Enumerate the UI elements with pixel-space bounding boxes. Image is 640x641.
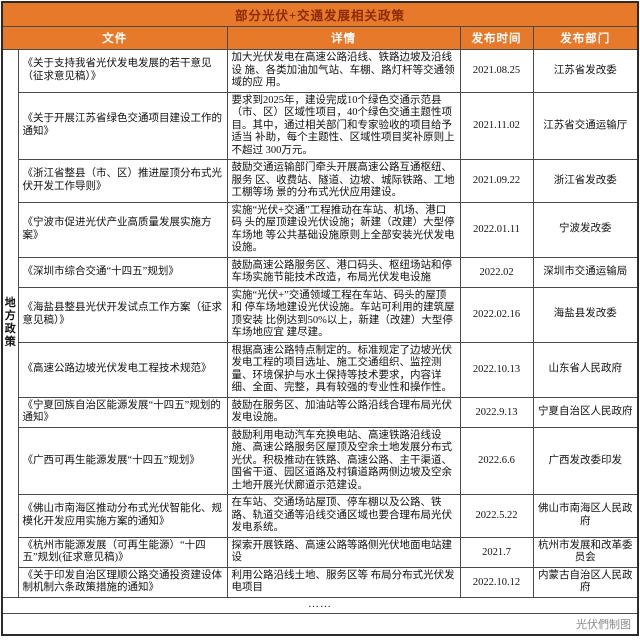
dept-cell: 杭州市发展和改革委员会 <box>532 536 639 568</box>
dept-cell: 宁波发改委 <box>532 201 639 258</box>
file-cell: 《杭州市能源发展（可再生能源）“十四五”规划(征求意见稿)》 <box>17 536 228 568</box>
detail-cell: 在车站、交通场站屋顶、停车棚以及公路、铁路、轨道交通等沿线交通区域也要合理布局光… <box>226 494 461 538</box>
column-header-file: 文件 <box>1 26 228 50</box>
dept-cell: 江苏省交通运输厅 <box>532 91 639 160</box>
file-cell: 《宁波市促进光伏产业高质量发展实施方案》 <box>17 201 228 258</box>
detail-cell: 鼓励在服务区、加油站等公路沿线合理布局光伏发电设施。 <box>226 396 461 428</box>
date-cell: 2022.02.16 <box>459 286 534 343</box>
file-cell: 《高速公路边坡光伏发电工程技术规范》 <box>17 341 228 398</box>
table-row: 《广西可再生能源发展“十四五”规划》 鼓励利用电动汽车充换电站、高速铁路沿线设施、… <box>2 426 639 495</box>
table-row: 《关于印发自治区理顺公路交通投资建设体制机制六条政策措施的通知》 利用公路沿线土地… <box>2 566 639 598</box>
date-cell: 2022.10.12 <box>459 566 534 598</box>
dept-cell: 海盐县发改委 <box>532 286 639 343</box>
file-cell: 《关于支持我省光伏发电发展的若干意见（征求意见稿）》 <box>17 49 228 93</box>
file-cell: 《深圳市综合交通“十四五”规划》 <box>17 256 228 288</box>
ellipsis-row: …… <box>1 596 639 614</box>
detail-cell: 鼓励交通运输部门牵头开展高速公路互通枢纽、服务 区、收费站、隧道、边坡、城际铁路… <box>226 159 461 203</box>
file-cell: 《浙江省整县（市、区）推进屋顶分布式光伏开发工作导则》 <box>17 159 228 203</box>
table-row: 《宁波市促进光伏产业高质量发展实施方案》 实施“光伏+交通”工程推动在车站、机场、… <box>2 201 639 258</box>
dept-cell: 山东省人民政府 <box>532 341 639 398</box>
credit-text: 光伏們制图 <box>1 612 639 636</box>
dept-cell: 佛山市南海区人民政府 <box>532 494 639 538</box>
file-cell: 《佛山市南海区推动分布式光伏智能化、规模化开发应用实施方案的通知》 <box>17 494 228 538</box>
date-cell: 2022.02 <box>459 256 534 288</box>
table-row: 《关于开展江苏省绿色交通项目建设工作的通知》 要求到2025年，建设完成10个绿色… <box>2 91 639 160</box>
date-cell: 2021.08.25 <box>459 49 534 93</box>
detail-cell: 利用公路沿线土地、服务区等 布局分布式光伏发电项目 <box>226 566 461 598</box>
dept-cell: 浙江省发改委 <box>532 159 639 203</box>
date-cell: 2022.6.6 <box>459 426 534 495</box>
dept-cell: 广西发改委印发 <box>532 426 639 495</box>
table-row: 《佛山市南海区推动分布式光伏智能化、规模化开发应用实施方案的通知》 在车站、交通场… <box>2 494 639 538</box>
file-cell: 《关于印发自治区理顺公路交通投资建设体制机制六条政策措施的通知》 <box>17 566 228 598</box>
table-row: 《杭州市能源发展（可再生能源）“十四五”规划(征求意见稿)》 探索开展铁路、高速公… <box>2 536 639 568</box>
date-cell: 2021.11.02 <box>459 91 534 160</box>
dept-cell: 内蒙古自治区人民政府 <box>532 566 639 598</box>
file-cell: 《海盐县整县光伏开发试点工作方案（征求意见稿）》 <box>17 286 228 343</box>
column-header-detail: 详情 <box>226 26 461 50</box>
detail-cell: 鼓励高速公路服务区、港口码头、枢纽场站和停车场实施节能技术改造，布局光伏发电设施 <box>226 256 461 288</box>
detail-cell: 根据高速公路特点制定的。标准规定了边坡光伏发电工程的项目选址、施工交通组织、监控… <box>226 341 461 398</box>
column-header-date: 发布时间 <box>459 26 534 50</box>
table-title: 部分光伏+交通发展相关政策 <box>1 1 639 27</box>
date-cell: 2022.5.22 <box>459 494 534 538</box>
title-row: 部分光伏+交通发展相关政策 <box>1 1 639 27</box>
detail-cell: 鼓励利用电动汽车充换电站、高速铁路沿线设施、高速公路服务区屋顶及空余土地发展分布… <box>226 426 461 495</box>
credit-row: 光伏們制图 <box>1 612 639 636</box>
table-row: 《浙江省整县（市、区）推进屋顶分布式光伏开发工作导则》 鼓励交通运输部门牵头开展高… <box>2 159 639 203</box>
policy-rows: 地方政策 《关于支持我省光伏发电发展的若干意见（征求意见稿）》 加大光伏发电在高速公… <box>1 49 639 598</box>
column-header-row: 文件 详情 发布时间 发布部门 <box>1 26 639 50</box>
table-row: 《高速公路边坡光伏发电工程技术规范》 根据高速公路特点制定的。标准规定了边坡光伏发… <box>2 341 639 398</box>
detail-cell: 加大光伏发电在高速公路沿线、铁路边坡及沿线设 施、各类加油加气站、车棚、路灯杆等… <box>226 49 461 93</box>
date-cell: 2022.9.13 <box>459 396 534 428</box>
date-cell: 2021.7 <box>459 536 534 568</box>
table-row: 《海盐县整县光伏开发试点工作方案（征求意见稿）》 实施“光伏+”交通领域工程在车站… <box>2 286 639 343</box>
dept-cell: 江苏省发改委 <box>532 49 639 93</box>
ellipsis-text: …… <box>1 596 639 614</box>
table-row: 地方政策 《关于支持我省光伏发电发展的若干意见（征求意见稿）》 加大光伏发电在高速公… <box>1 49 639 598</box>
date-cell: 2022.10.13 <box>459 341 534 398</box>
date-cell: 2021.09.22 <box>459 159 534 203</box>
file-cell: 《广西可再生能源发展“十四五”规划》 <box>17 426 228 495</box>
detail-cell: 实施“光伏+交通”工程推动在车站、机场、港口码 头的屋顶建设光伏设施；新建（改建… <box>226 201 461 258</box>
table-row: 《深圳市综合交通“十四五”规划》 鼓励高速公路服务区、港口码头、枢纽场站和停车场实… <box>2 256 639 288</box>
dept-cell: 宁夏自治区人民政府 <box>532 396 639 428</box>
column-header-dept: 发布部门 <box>532 26 639 50</box>
date-cell: 2022.01.11 <box>459 201 534 258</box>
detail-cell: 实施“光伏+”交通领域工程在车站、码头的屋顶和 停车场地建设光伏设施。车站可利用… <box>226 286 461 343</box>
detail-cell: 探索开展铁路、高速公路等路侧光伏地面电站建设 <box>226 536 461 568</box>
file-cell: 《关于开展江苏省绿色交通项目建设工作的通知》 <box>17 91 228 160</box>
file-cell: 《宁夏回族自治区能源发展“十四五”规划的通知》 <box>17 396 228 428</box>
row-group-label: 地方政策 <box>1 49 19 598</box>
dept-cell: 深圳市交通运输局 <box>532 256 639 288</box>
table-row: 《宁夏回族自治区能源发展“十四五”规划的通知》 鼓励在服务区、加油站等公路沿线合理… <box>2 396 639 428</box>
detail-cell: 要求到2025年，建设完成10个绿色交通示范县（市、区）区域性项目，40个绿色交… <box>226 91 461 160</box>
